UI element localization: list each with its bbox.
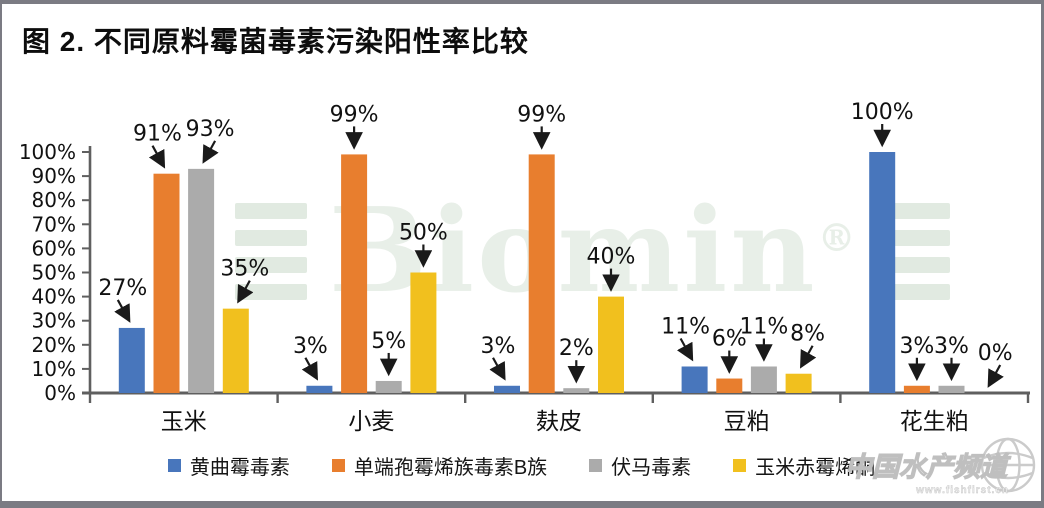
y-axis-tick-label: 10% [32,357,76,381]
y-axis-tick-label: 20% [32,333,76,357]
bar [681,366,708,393]
bar [528,154,555,393]
data-label: 8% [790,322,825,347]
bar [153,173,180,393]
legend-item: 伏马毒素 [589,451,691,480]
bar [716,378,743,393]
bar [598,296,624,393]
data-label-arrow-icon [148,145,166,169]
bar [410,272,437,393]
data-label: 11% [739,314,788,339]
data-label: 91% [133,122,182,147]
legend-item: 单端孢霉烯族毒素B族 [331,451,548,480]
x-axis-category-label: 豆粕 [724,408,770,434]
data-label-arrow-icon [237,280,254,304]
x-axis-category-label: 小麦 [348,408,394,434]
x-axis-category-label: 玉米 [161,408,207,434]
data-label: 6% [712,327,747,352]
bar [306,385,333,393]
bar [785,373,812,393]
x-axis-category-label: 花生粕 [900,408,969,434]
y-axis-tick-label: 80% [32,188,76,212]
chart-title: 图 2. 不同原料霉菌毒素污染阳性率比较 [22,26,529,57]
bar [494,385,520,393]
data-label-arrow-icon [114,299,131,323]
bar [188,168,215,393]
data-label: 3% [481,334,516,359]
bar [903,385,930,393]
data-label: 3% [899,334,934,359]
data-label: 3% [934,334,969,359]
bar [341,154,368,393]
data-label: 3% [293,334,328,359]
legend-item: 玉米赤霉烯酮 [733,451,875,480]
bar [375,380,402,393]
legend-label: 玉米赤霉烯酮 [755,457,876,479]
data-label-arrow-icon [202,140,219,164]
data-label-arrow-icon [676,337,694,362]
data-label: 99% [330,102,379,127]
data-label: 0% [978,341,1013,366]
bar [222,308,249,393]
legend-label: 单端孢霉烯族毒素B族 [353,457,548,479]
legend-swatch-icon [589,459,603,472]
bar [869,152,896,393]
data-label: 50% [399,221,448,246]
legend-label: 伏马毒素 [611,457,692,479]
data-label: 99% [517,102,566,127]
legend-swatch-icon [733,459,747,472]
legend-swatch-icon [167,459,181,472]
y-axis-tick-label: 30% [32,309,76,333]
data-label: 100% [851,100,914,125]
data-label: 35% [220,257,269,282]
y-axis-tick-label: 90% [32,164,76,188]
y-axis-tick-label: 60% [32,236,76,260]
data-label: 93% [186,117,235,142]
bar [938,385,965,393]
bar [118,327,145,393]
data-label: 27% [98,276,147,301]
bar-chart-plot: 0%10%20%30%40%50%60%70%80%90%100%玉米 小麦 麸皮豆… [19,100,1030,434]
y-axis-tick-label: 70% [32,212,76,236]
x-axis-category-label: 麸皮 [536,408,582,434]
bar [750,366,777,393]
data-label-arrow-icon [800,345,817,369]
y-axis-tick-label: 100% [19,140,76,164]
y-axis-tick-label: 50% [32,261,76,285]
y-axis-tick-label: 0% [44,381,76,405]
y-axis-tick-label: 40% [32,285,76,309]
legend-swatch-icon [331,459,345,472]
legend-item: 黄曲霉毒素 [167,451,290,480]
chart-legend: 黄曲霉毒素 单端孢霉烯族毒素B族 伏马毒素 玉米赤霉烯酮 [2,451,1041,480]
data-label-arrow-icon [301,357,318,381]
data-label-arrow-icon [987,364,1004,388]
data-label: 40% [587,245,636,270]
data-label: 5% [371,329,406,354]
data-label: 11% [661,314,710,339]
legend-label: 黄曲霉毒素 [189,457,290,479]
bar [563,388,590,393]
data-label: 2% [559,336,594,361]
data-label-arrow-icon [489,357,506,381]
